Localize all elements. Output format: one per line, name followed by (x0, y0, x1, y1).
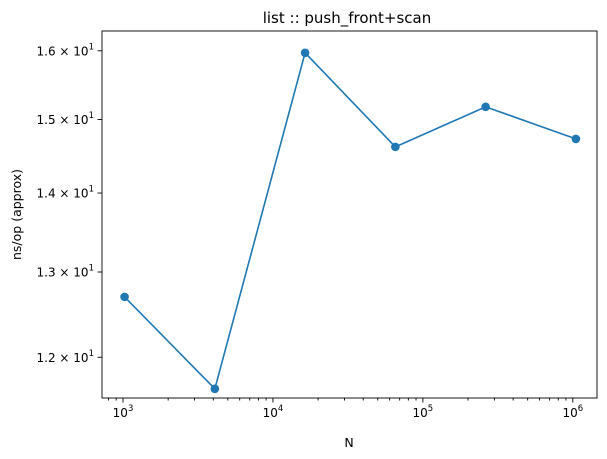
y-tick-label: 1.4 × 101 (37, 185, 94, 201)
x-axis-label: N (344, 435, 353, 450)
data-point (481, 102, 490, 112)
chart-title: list :: push_front+scan (263, 9, 432, 28)
y-tick-label: 1.5 × 101 (37, 111, 94, 127)
y-tick-label: 1.2 × 101 (37, 349, 94, 365)
data-point (391, 142, 400, 152)
series-line (123, 51, 577, 390)
x-tick-label: 104 (263, 404, 284, 420)
data-point (210, 384, 220, 394)
data-point (571, 134, 581, 144)
x-tick-label: 103 (113, 404, 134, 420)
plot-frame (101, 30, 598, 399)
x-tick-label: 106 (562, 404, 583, 420)
x-tick-label: 105 (413, 404, 434, 420)
y-tick-label: 1.3 × 101 (37, 264, 94, 280)
y-tick-label: 1.6 × 101 (37, 42, 94, 58)
y-axis-ticks: 1.2 × 101 1.3 × 101 1.4 × 101 1.5 × 101 1.6 … (37, 42, 102, 365)
series (120, 48, 581, 394)
data-point (300, 48, 310, 58)
x-axis-ticks: 103 104 105 106 (113, 398, 583, 420)
data-point (120, 292, 129, 302)
y-axis-label: ns/op (approx) (9, 169, 24, 260)
